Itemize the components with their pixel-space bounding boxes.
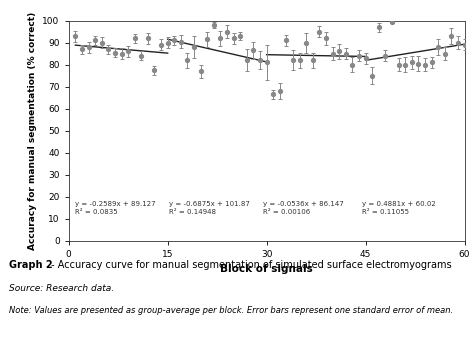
Text: Source: Research data.: Source: Research data. [9, 284, 115, 293]
Text: - Accuracy curve for manual segmentation of simulated surface electromyograms: - Accuracy curve for manual segmentation… [48, 260, 452, 270]
Text: y = 0.4881x + 60.02
R² = 0.11055: y = 0.4881x + 60.02 R² = 0.11055 [362, 201, 436, 215]
Text: y = -0.0536x + 86.147
R² = 0.00106: y = -0.0536x + 86.147 R² = 0.00106 [264, 201, 344, 215]
X-axis label: Block of signals: Block of signals [220, 265, 313, 275]
Text: Graph 2: Graph 2 [9, 260, 53, 270]
Y-axis label: Accuracy for manual segmentation (% correct): Accuracy for manual segmentation (% corr… [28, 12, 37, 250]
Text: y = -0.2589x + 89.127
R² = 0.0835: y = -0.2589x + 89.127 R² = 0.0835 [75, 201, 156, 215]
Text: y = -0.6875x + 101.87
R² = 0.14948: y = -0.6875x + 101.87 R² = 0.14948 [169, 201, 250, 215]
Text: Note: Values are presented as group-average per block. Error bars represent one : Note: Values are presented as group-aver… [9, 306, 454, 315]
